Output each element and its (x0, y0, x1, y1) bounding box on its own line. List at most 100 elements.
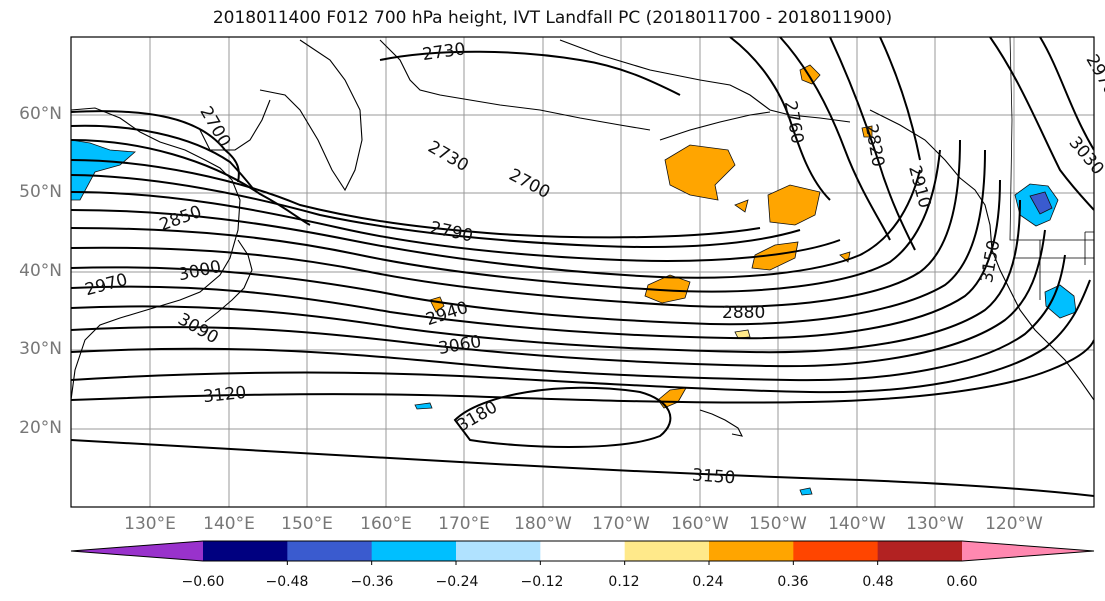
contour-label: 3000 (177, 257, 223, 286)
map-frame (70, 36, 1095, 508)
ivt-negative-west (71, 139, 136, 201)
contour-label: 2730 (424, 137, 471, 176)
lon-label-160e: 160°E (360, 514, 412, 534)
contour-label: 3030 (1065, 133, 1105, 179)
contour-2760-west (71, 139, 311, 226)
contour-north-3 (829, 37, 916, 251)
contour-2730-north (379, 50, 681, 96)
contour-label: 2790 (428, 218, 474, 247)
contour-north-4 (879, 37, 921, 161)
contour-2940 (71, 139, 961, 308)
ivt-negative-bc-core (1029, 191, 1053, 215)
boundary-canada-us (1009, 37, 1094, 241)
lon-label-140e: 140°E (203, 514, 255, 534)
ivt-negative-california (1044, 284, 1077, 319)
lon-label-170e: 170°E (438, 514, 490, 534)
colorbar-extend-max (962, 541, 1094, 561)
colorbar-tick-label: −0.24 (435, 574, 479, 590)
ivt-anomaly-south (657, 387, 687, 409)
colorbar-tick-label: 0.24 (692, 574, 724, 590)
ivt-anomaly-ne-pacific-1 (767, 184, 821, 226)
ivt-anomaly-ne-pacific-2 (751, 241, 799, 271)
coast-asia (71, 107, 241, 401)
contour-label: 3120 (202, 383, 247, 407)
contour-label: 3180 (454, 397, 501, 436)
colorbar (70, 540, 1095, 565)
colorbar-segment (793, 541, 879, 561)
contour-label: 2820 (861, 122, 888, 168)
ivt-anomaly-small-1 (734, 199, 749, 213)
colorbar-tick-label: −0.12 (520, 574, 564, 590)
coast-us-west (991, 249, 1094, 401)
lon-label-170w: 170°W (592, 514, 650, 534)
colorbar-tick-label: 0.60 (946, 574, 978, 590)
contour-3150-south (71, 439, 1094, 497)
lon-label-180w: 180°W (514, 514, 572, 534)
coast-hawaii (699, 409, 743, 437)
map-area (71, 37, 1094, 507)
coast-okhotsk (199, 99, 271, 151)
contour-3060 (71, 229, 1046, 368)
colorbar-segment (287, 541, 373, 561)
colorbar-tick-label: 0.36 (777, 574, 809, 590)
coast-bc (869, 109, 993, 251)
contour-2970 (71, 149, 986, 326)
contour-2730-west (71, 124, 255, 191)
contour-2910 (71, 149, 941, 293)
colorbar-tick-label: 0.12 (608, 574, 640, 590)
colorbar-segment (371, 541, 457, 561)
lat-label-20n: 20°N (19, 418, 62, 438)
contour-2790-west (71, 159, 761, 239)
ivt-anomaly-subtropical (644, 274, 691, 304)
lat-label-40n: 40°N (19, 261, 62, 281)
contour-north-2 (779, 37, 891, 241)
lon-label-140w: 140°W (828, 514, 886, 534)
map-title: 2018011400 F012 700 hPa height, IVT Land… (212, 8, 893, 28)
contour-label: 2880 (722, 303, 765, 323)
colorbar-tick-label: −0.60 (181, 574, 225, 590)
contour-label: 3150 (977, 238, 1004, 284)
colorbar-segment (877, 541, 963, 561)
height-contours (71, 37, 1094, 497)
colorbar-segment (203, 541, 288, 561)
coast-kamchatka (259, 39, 363, 192)
contour-label: 2970 (1081, 51, 1105, 98)
colorbar-segment (624, 541, 710, 561)
colorbar-outline (70, 540, 1095, 562)
colorbar-segment (540, 541, 626, 561)
contour-label: 2730 (421, 39, 467, 65)
contour-2700-west (71, 110, 240, 183)
contour-2850-west (71, 191, 841, 262)
lon-label-130e: 130°E (124, 514, 176, 534)
colorbar-tick-label: −0.48 (265, 574, 309, 590)
lat-label-50n: 50°N (19, 182, 62, 202)
contour-ne-2 (989, 37, 1094, 211)
colorbar-tick-label: 0.48 (862, 574, 894, 590)
lat-label-60n: 60°N (19, 104, 62, 124)
colorbar-segment (709, 541, 794, 561)
contour-2820-west (71, 174, 801, 249)
contour-label-layer: 2730 2700 2730 2700 2790 2850 2970 3000 … (83, 39, 1105, 488)
lon-label-120w: 120°W (985, 514, 1043, 534)
contour-3120 (71, 279, 1091, 394)
contour-label: 2700 (506, 165, 554, 203)
boundary-states (1014, 231, 1094, 300)
lon-label-130w: 130°W (906, 514, 964, 534)
contour-north-trough (729, 37, 831, 201)
lat-label-30n: 30°N (19, 339, 62, 359)
contour-3090 (71, 254, 1066, 382)
contour-3180 (453, 386, 672, 448)
contour-label: 3150 (691, 465, 736, 488)
lon-label-150e: 150°E (281, 514, 333, 534)
coastlines (71, 37, 1094, 437)
ivt-anomaly-gulf-alaska (664, 144, 736, 201)
ivt-anomaly-small-3 (734, 329, 751, 339)
lon-label-150w: 150°W (749, 514, 807, 534)
contour-2880 (71, 169, 921, 279)
colorbar-segment (456, 541, 541, 561)
lon-label-160w: 160°W (671, 514, 729, 534)
contour-label: 3060 (437, 332, 483, 359)
ivt-positive-anomalies (429, 64, 873, 409)
contour-ne (1039, 37, 1094, 151)
contour-label: 2760 (780, 99, 807, 145)
